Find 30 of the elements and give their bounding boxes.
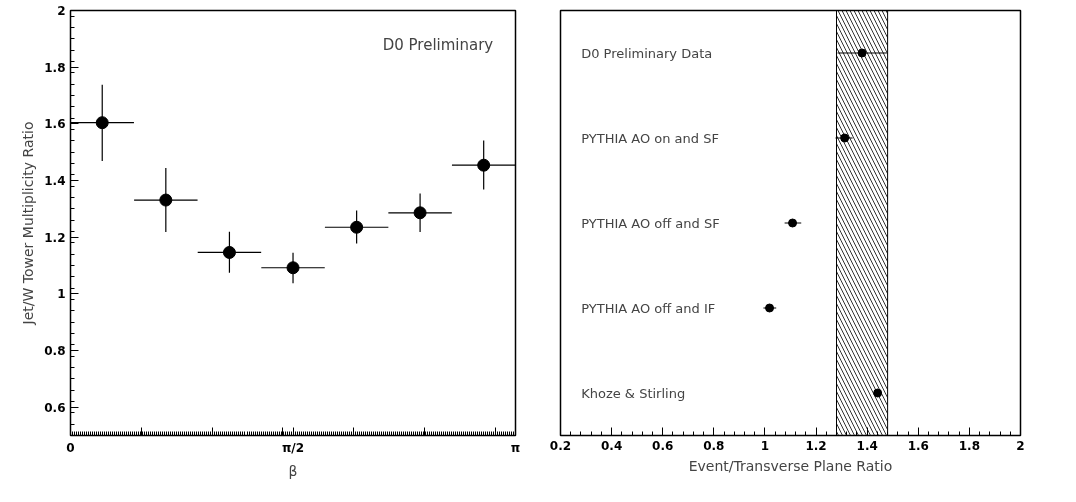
x-tick-label: 1.2	[805, 438, 827, 453]
y-axis-title: Jet/W Tower Multiplicity Ratio	[20, 121, 37, 326]
x-tick-label: π	[510, 440, 521, 455]
x-tick-label: 0	[66, 440, 75, 455]
x-tick-label: 1	[760, 438, 770, 453]
x-tick-label: 1.4	[856, 438, 878, 453]
annotation: D0 Preliminary	[382, 35, 494, 54]
y-tick-label: 0.8	[44, 344, 66, 358]
y-tick-label: 1.8	[44, 60, 66, 75]
x-tick-label: 0.4	[600, 438, 623, 453]
category-label: D0 Preliminary Data	[581, 45, 713, 61]
category-label: Khoze & Stirling	[581, 385, 686, 401]
x-tick-label: 1.8	[958, 438, 981, 453]
category-label: PYTHIA AO on and SF	[581, 130, 719, 146]
y-tick-label: 0.6	[44, 400, 66, 415]
y-tick-label: 1.4	[44, 174, 66, 188]
x-tick-label: 1.6	[907, 438, 929, 453]
x-axis-title: Event/Transverse Plane Ratio	[688, 457, 893, 474]
x-tick-label: 0.2	[549, 438, 572, 453]
y-tick-label: 1	[57, 287, 66, 302]
category-label: PYTHIA AO off and SF	[581, 215, 720, 231]
x-tick-label: 0.8	[703, 438, 725, 453]
y-tick-label: 2	[57, 4, 66, 18]
x-tick-label: 2	[1016, 438, 1025, 453]
category-label: PYTHIA AO off and IF	[581, 300, 716, 316]
y-tick-label: 1.6	[44, 117, 66, 132]
x-axis-title: β	[288, 462, 298, 479]
y-tick-label: 1.2	[44, 230, 66, 245]
x-tick-label: π/2	[281, 440, 305, 455]
x-tick-label: 0.6	[652, 438, 674, 453]
